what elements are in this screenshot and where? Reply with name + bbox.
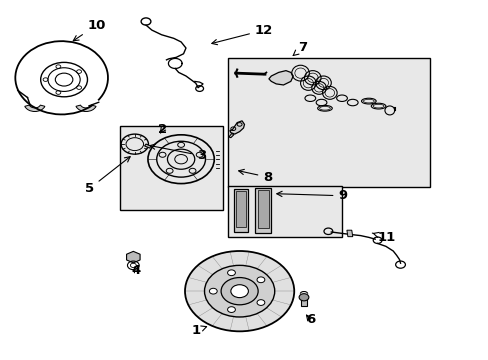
Polygon shape [257,190,268,228]
Text: 4: 4 [131,264,141,277]
Circle shape [227,270,235,276]
Circle shape [209,288,217,294]
Bar [227,58,429,187]
Text: 1: 1 [191,324,206,337]
Bar [120,126,222,211]
Polygon shape [229,121,244,134]
Text: 6: 6 [305,313,314,327]
Text: 7: 7 [292,41,307,55]
Circle shape [257,277,264,283]
Bar [144,144,151,148]
Circle shape [204,265,274,317]
Circle shape [230,285,248,298]
Text: 8: 8 [238,169,272,184]
Circle shape [299,294,308,301]
Wedge shape [76,105,96,112]
Polygon shape [255,188,271,233]
Polygon shape [233,189,248,232]
Text: 2: 2 [158,123,167,136]
Text: 3: 3 [150,144,206,162]
Text: 12: 12 [211,24,273,45]
Polygon shape [126,251,140,263]
Circle shape [184,251,294,331]
Circle shape [227,307,235,312]
Polygon shape [236,192,245,226]
Circle shape [257,300,264,305]
Text: 10: 10 [73,19,106,41]
Circle shape [221,278,258,305]
Polygon shape [268,71,293,85]
Polygon shape [301,297,306,306]
Text: 9: 9 [276,189,347,202]
Text: 11: 11 [371,231,395,244]
Polygon shape [228,134,233,138]
Text: 5: 5 [85,157,130,195]
Polygon shape [346,230,352,237]
Wedge shape [25,105,45,112]
Bar [227,186,341,237]
